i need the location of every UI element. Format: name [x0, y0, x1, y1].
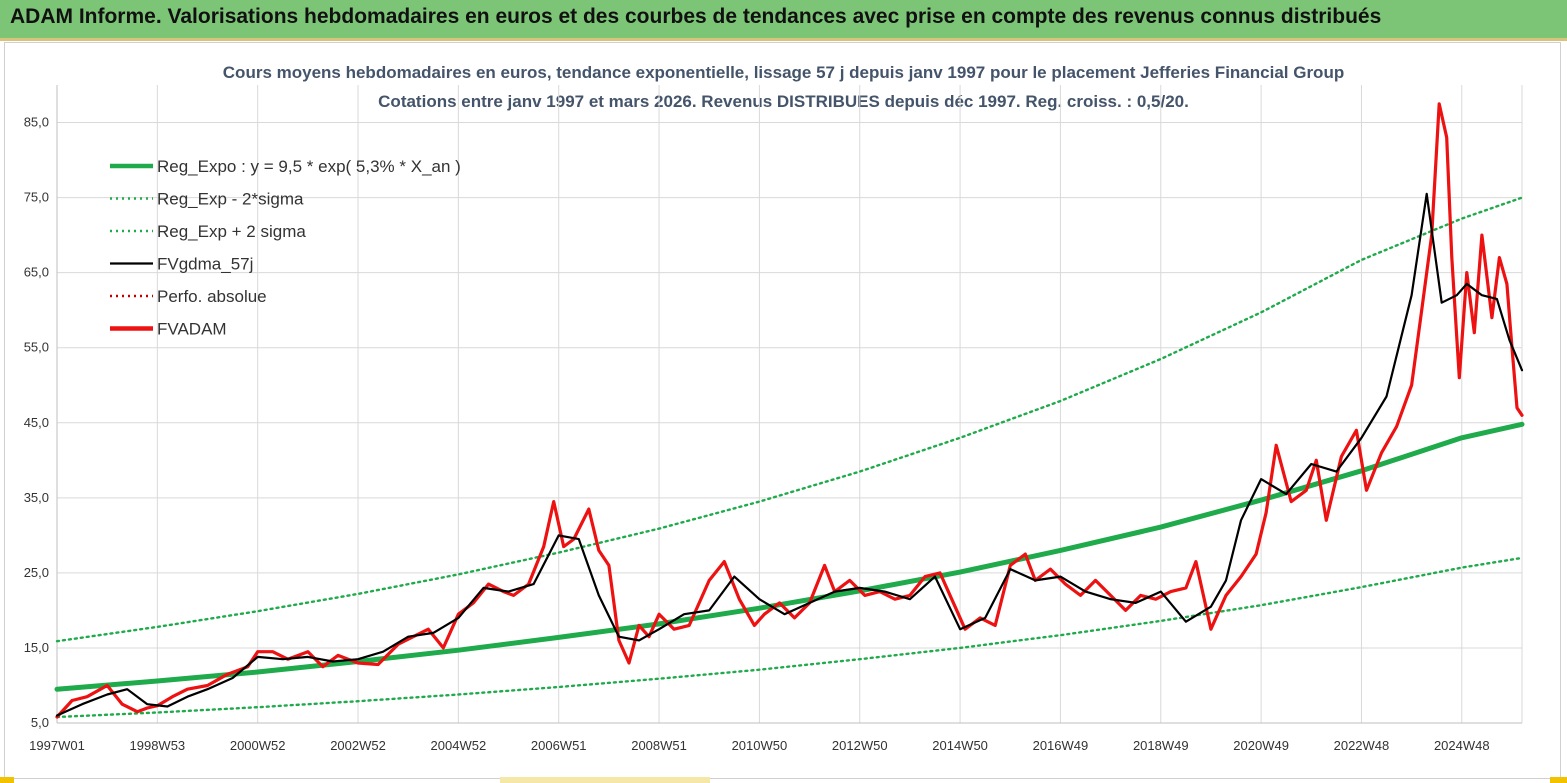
legend-label: Reg_Exp - 2*sigma [157, 190, 304, 209]
x-tick-label: 2016W49 [1033, 738, 1089, 753]
y-tick-label: 5,0 [31, 715, 49, 730]
x-tick-label: 2024W48 [1434, 738, 1490, 753]
x-tick-label: 2006W51 [531, 738, 587, 753]
x-tick-label: 2012W50 [832, 738, 888, 753]
x-tick-label: 2018W49 [1133, 738, 1189, 753]
y-tick-label: 65,0 [24, 265, 49, 280]
x-tick-label: 1998W53 [130, 738, 186, 753]
x-tick-label: 2008W51 [631, 738, 687, 753]
bottom-accent-middle [500, 777, 710, 783]
y-tick-label: 75,0 [24, 190, 49, 205]
chart-subtitle: Cotations entre janv 1997 et mars 2026. … [378, 92, 1189, 111]
series-line-2 [55, 196, 1524, 643]
chart-title: Cours moyens hebdomadaires en euros, ten… [222, 63, 1345, 82]
x-tick-label: 1997W01 [29, 738, 85, 753]
x-tick-label: 2004W52 [431, 738, 487, 753]
bottom-accent-right [1550, 777, 1567, 783]
x-tick-label: 2002W52 [330, 738, 386, 753]
legend-label: FVADAM [157, 320, 227, 339]
legend-label: Reg_Exp + 2 sigma [157, 222, 306, 241]
legend-label: Perfo. absolue [157, 287, 267, 306]
y-tick-label: 45,0 [24, 415, 49, 430]
y-tick-label: 55,0 [24, 340, 49, 355]
legend-label: Reg_Expo : y = 9,5 * exp( 5,3% * X_an ) [157, 157, 461, 176]
report-banner: ADAM Informe. Valorisations hebdomadaire… [0, 0, 1567, 38]
y-tick-label: 25,0 [24, 565, 49, 580]
series-line-1 [55, 556, 1524, 719]
x-tick-label: 2010W50 [732, 738, 788, 753]
banner-underline [0, 38, 1567, 41]
x-tick-label: 2020W49 [1233, 738, 1289, 753]
series-line-5 [55, 102, 1524, 719]
y-tick-label: 15,0 [24, 640, 49, 655]
x-tick-label: 2022W48 [1334, 738, 1390, 753]
y-tick-label: 35,0 [24, 490, 49, 505]
y-tick-label: 85,0 [24, 115, 49, 130]
x-tick-label: 2000W52 [230, 738, 286, 753]
bottom-accent-left [0, 777, 14, 783]
series-line-3 [55, 192, 1524, 717]
report-title: ADAM Informe. Valorisations hebdomadaire… [10, 5, 1382, 28]
series-line-0 [54, 421, 1525, 692]
x-tick-label: 2014W50 [932, 738, 988, 753]
chart-frame [4, 42, 1561, 779]
legend-label: FVgdma_57j [157, 255, 253, 274]
